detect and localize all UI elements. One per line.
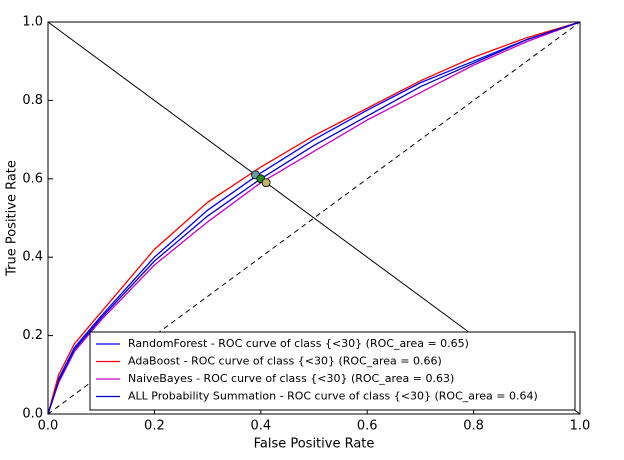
y-tick-label: 0.8 (22, 93, 43, 108)
y-tick-label: 0.4 (22, 250, 43, 265)
legend-label: AdaBoost - ROC curve of class {<30} (ROC… (128, 355, 442, 368)
legend-label: RandomForest - ROC curve of class {<30} … (128, 337, 469, 350)
legend-label: NaiveBayes - ROC curve of class {<30} (R… (128, 372, 454, 385)
x-axis-label: False Positive Rate (254, 437, 375, 452)
x-tick-label: 0.4 (250, 419, 271, 434)
legend-label: ALL Probability Summation - ROC curve of… (128, 390, 538, 403)
y-axis-label: True Positive Rate (5, 160, 20, 277)
x-tick-label: 0.2 (144, 419, 165, 434)
roc-curve (47, 21, 581, 415)
y-tick-label: 1.0 (22, 15, 43, 30)
plot-frame (47, 21, 581, 415)
eer-point (261, 178, 271, 188)
y-tick-label: 0.2 (22, 328, 43, 343)
x-tick-label: 0.0 (38, 419, 59, 434)
x-tick-label: 0.6 (357, 419, 378, 434)
x-tick-label: 1.0 (570, 419, 591, 434)
y-tick-label: 0.0 (22, 407, 43, 422)
y-tick-label: 0.6 (22, 171, 43, 186)
legend-box (89, 331, 576, 411)
x-tick-label: 0.8 (463, 419, 484, 434)
roc-curve (47, 21, 581, 415)
